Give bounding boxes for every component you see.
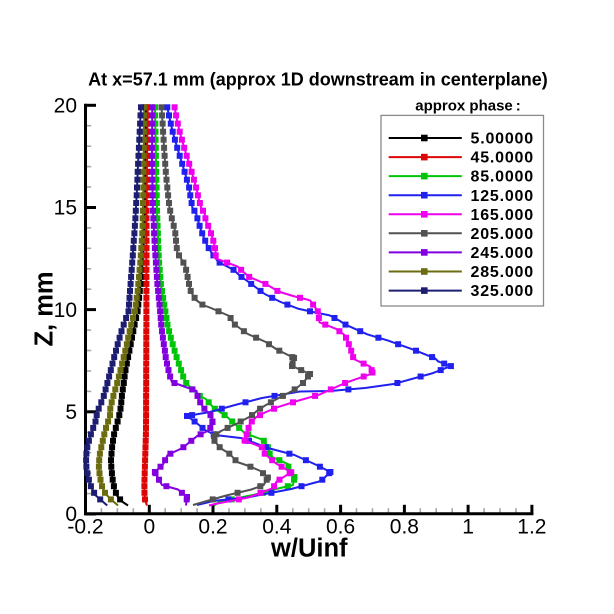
svg-text:165.000: 165.000: [471, 207, 534, 224]
svg-text:1.2: 1.2: [517, 516, 546, 539]
svg-text:w/Uinf: w/Uinf: [270, 535, 348, 563]
svg-text:0: 0: [65, 503, 77, 526]
svg-text:125.000: 125.000: [471, 188, 534, 205]
svg-text:5.00000: 5.00000: [471, 131, 534, 148]
svg-text:45.0000: 45.0000: [471, 150, 534, 167]
svg-text:At x=57.1 mm (approx 1D downst: At x=57.1 mm (approx 1D downstream in ce…: [88, 70, 548, 90]
svg-text:1: 1: [462, 516, 474, 539]
svg-text:285.000: 285.000: [471, 264, 534, 281]
svg-text:325.000: 325.000: [471, 283, 534, 300]
svg-text:0: 0: [143, 516, 155, 539]
svg-text:20: 20: [54, 95, 77, 118]
svg-text:10: 10: [54, 299, 77, 322]
svg-text:0.4: 0.4: [262, 516, 292, 539]
svg-text:245.000: 245.000: [471, 245, 534, 262]
svg-text:0.2: 0.2: [198, 516, 227, 539]
svg-text:0.8: 0.8: [390, 516, 419, 539]
svg-text:-0.2: -0.2: [67, 516, 103, 539]
svg-text:5: 5: [65, 401, 77, 424]
svg-text:approx phase :: approx phase :: [415, 98, 521, 115]
svg-text:Z, mm: Z, mm: [31, 271, 59, 346]
svg-text:0.6: 0.6: [326, 516, 355, 539]
svg-text:15: 15: [54, 197, 77, 220]
svg-text:85.0000: 85.0000: [471, 169, 534, 186]
svg-text:205.000: 205.000: [471, 226, 534, 243]
